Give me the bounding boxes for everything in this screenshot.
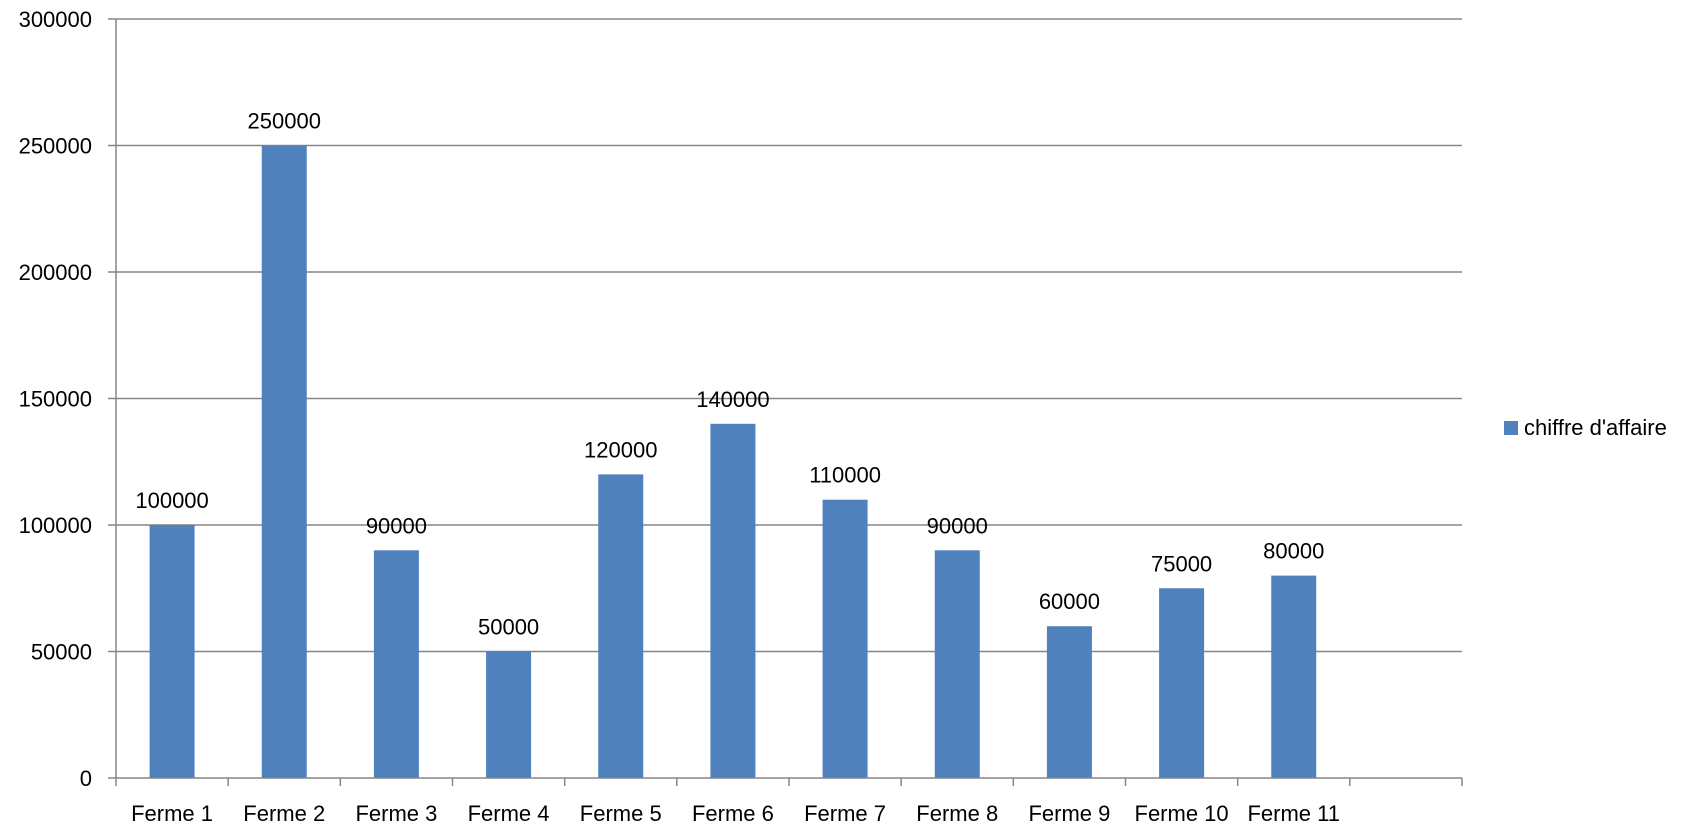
- x-tick-label: Ferme 2: [243, 801, 325, 826]
- axes: 0 50000 100000 150000 200000 250000 300000 Ferm…: [19, 7, 1463, 826]
- x-tick-label: Ferme 10: [1135, 801, 1229, 826]
- bar: [149, 525, 195, 778]
- y-tick-label: 0: [80, 766, 92, 791]
- bar: [934, 550, 980, 778]
- y-tick-label: 150000: [19, 387, 92, 412]
- legend-label: chiffre d'affaire: [1524, 415, 1667, 440]
- bar: [373, 550, 419, 778]
- x-tick-label: Ferme 3: [355, 801, 437, 826]
- y-tick-label: 250000: [19, 134, 92, 159]
- bar: [710, 423, 756, 778]
- legend: chiffre d'affaire: [1504, 415, 1667, 440]
- x-tick-label: Ferme 6: [692, 801, 774, 826]
- data-label: 120000: [584, 437, 657, 462]
- bar: [486, 651, 532, 778]
- data-label: 250000: [248, 109, 321, 134]
- bar: [822, 499, 868, 778]
- bar: [261, 145, 307, 778]
- data-label: 60000: [1039, 589, 1100, 614]
- bar: [1271, 575, 1317, 778]
- data-label: 110000: [809, 463, 881, 488]
- y-tick-label: 100000: [19, 513, 92, 538]
- data-label: 140000: [696, 387, 769, 412]
- bar: [598, 474, 644, 778]
- data-label: 50000: [478, 615, 539, 640]
- y-tick-label: 300000: [19, 7, 92, 32]
- x-tick-label: Ferme 9: [1028, 801, 1110, 826]
- legend-swatch: [1504, 421, 1518, 435]
- x-tick-label: Ferme 8: [916, 801, 998, 826]
- gridlines: [116, 18, 1462, 653]
- bar: [1159, 588, 1205, 778]
- bars: [149, 145, 1317, 778]
- data-label: 100000: [135, 488, 208, 513]
- x-tick-label: Ferme 11: [1247, 801, 1340, 826]
- bar: [1046, 626, 1092, 778]
- data-label: 80000: [1263, 539, 1324, 564]
- y-tick-label: 200000: [19, 260, 92, 285]
- data-labels: 100000 250000 90000 50000 120000 140000 110000…: [135, 109, 1324, 640]
- x-tick-label: Ferme 7: [804, 801, 886, 826]
- data-label: 90000: [366, 513, 427, 538]
- x-tick-label: Ferme 4: [468, 801, 550, 826]
- data-label: 75000: [1151, 551, 1212, 576]
- x-tick-label: Ferme 1: [131, 801, 213, 826]
- x-tick-label: Ferme 5: [580, 801, 662, 826]
- data-label: 90000: [927, 513, 988, 538]
- y-tick-label: 50000: [31, 640, 92, 665]
